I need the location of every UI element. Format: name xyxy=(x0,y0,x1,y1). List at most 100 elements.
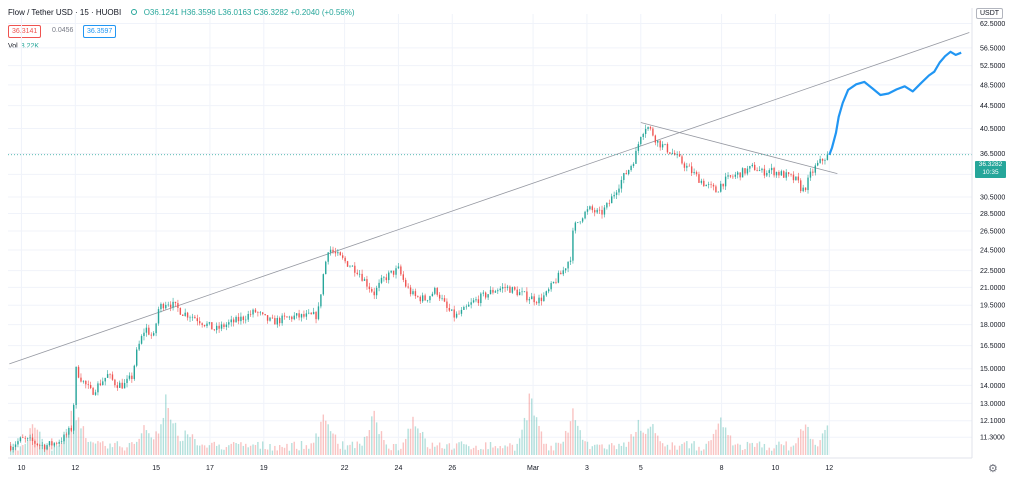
volume-bar xyxy=(366,436,368,455)
volume-bar xyxy=(480,448,482,455)
candle-body xyxy=(763,168,766,176)
price-tick-label: 21.0000 xyxy=(980,285,1005,292)
candle-body xyxy=(460,309,463,314)
time-tick-label: 17 xyxy=(206,465,214,472)
candle-body xyxy=(560,272,562,275)
candle-body xyxy=(489,289,492,295)
candle-body xyxy=(344,257,346,262)
candle-body xyxy=(165,304,167,309)
volume-bar xyxy=(443,448,446,455)
candle-body xyxy=(317,306,320,320)
trendline xyxy=(640,122,838,175)
volume-bar xyxy=(70,410,72,455)
volume-bar xyxy=(647,428,649,455)
volume-bar xyxy=(451,449,453,455)
symbol-title[interactable]: Flow / Tether USD · 15 · HUOBI xyxy=(8,8,122,17)
candle-body xyxy=(36,443,39,446)
candle-body xyxy=(511,287,514,293)
volume-bar xyxy=(412,416,414,455)
candle-body xyxy=(528,299,531,301)
volume-bar xyxy=(753,446,756,455)
candle-body xyxy=(627,170,630,175)
candle-body xyxy=(800,180,802,192)
volume-bar xyxy=(375,422,378,455)
candle-body xyxy=(572,230,574,261)
candle-body xyxy=(196,318,198,322)
volume-bar xyxy=(87,442,89,455)
volume-bar xyxy=(521,429,523,455)
volume-bar xyxy=(121,447,123,455)
candle-body xyxy=(87,384,89,386)
candle-body xyxy=(431,293,434,297)
volume-bar xyxy=(683,442,686,455)
volume-bar xyxy=(334,434,337,455)
volume-bar xyxy=(487,449,489,455)
volume-bar xyxy=(102,441,104,455)
candle-body xyxy=(412,291,414,295)
candle-body xyxy=(550,283,552,290)
candle-body xyxy=(346,261,349,267)
volume-bar xyxy=(99,442,102,455)
volume-bar xyxy=(484,442,487,455)
candle-body xyxy=(734,174,737,177)
trendline xyxy=(9,32,970,365)
volume-bar xyxy=(157,433,160,455)
buy-price-box[interactable]: 36.3597 xyxy=(83,25,117,38)
candle-body xyxy=(458,313,460,315)
candle-body xyxy=(31,437,34,442)
volume-bar xyxy=(152,439,155,455)
volume-bar xyxy=(601,444,603,455)
volume-bar xyxy=(577,425,579,455)
volume-bar xyxy=(77,417,80,455)
legend-header: Flow / Tether USD · 15 · HUOBI O36.1241 … xyxy=(8,7,355,18)
sell-price-box[interactable]: 36.3141 xyxy=(8,25,42,38)
candle-body xyxy=(114,379,116,386)
candle-body xyxy=(201,323,203,326)
candle-body xyxy=(119,382,121,388)
candle-body xyxy=(429,296,431,301)
candle-body xyxy=(753,164,756,171)
last-price-label: 36.3282 10:35 xyxy=(975,161,1006,178)
candle-body xyxy=(625,173,627,175)
volume-bar xyxy=(291,443,293,455)
volume-bar xyxy=(620,445,623,455)
candle-body xyxy=(523,291,526,293)
candle-body xyxy=(92,387,94,395)
volume-bar xyxy=(763,443,766,455)
candle-body xyxy=(160,303,162,310)
volume-bar xyxy=(339,448,341,455)
volume-bar xyxy=(482,449,484,455)
volume-bar xyxy=(543,443,545,455)
candle-body xyxy=(283,315,286,317)
candle-body xyxy=(749,166,751,169)
candle-body xyxy=(368,286,371,290)
volume-bar xyxy=(455,443,458,455)
candle-body xyxy=(206,323,208,327)
candle-body xyxy=(618,188,620,193)
candle-body xyxy=(303,314,305,317)
volume-bar xyxy=(652,424,654,455)
volume-bar xyxy=(758,441,761,455)
candle-body xyxy=(361,273,363,281)
candle-body xyxy=(642,133,644,137)
currency-badge[interactable]: USDT xyxy=(976,8,1004,19)
candle-body xyxy=(24,437,26,439)
volume-bar xyxy=(465,444,468,455)
candle-body xyxy=(773,167,775,176)
candle-body xyxy=(373,291,375,296)
candle-body xyxy=(649,127,652,129)
volume-bar xyxy=(657,435,659,455)
volume-bar xyxy=(710,440,712,455)
candle-body xyxy=(797,176,800,181)
volume-bar xyxy=(640,430,642,455)
candle-body xyxy=(339,252,341,256)
gear-icon[interactable]: ⚙ xyxy=(988,463,998,475)
volume-bar xyxy=(642,432,644,455)
candle-body xyxy=(194,316,196,319)
ohlc-values: O36.1241 H36.3596 L36.0163 C36.3282 +0.2… xyxy=(143,8,355,17)
volume-bar xyxy=(800,429,802,455)
volume-bar xyxy=(191,434,194,455)
candle-body xyxy=(586,209,589,212)
volume-bar xyxy=(356,441,358,455)
